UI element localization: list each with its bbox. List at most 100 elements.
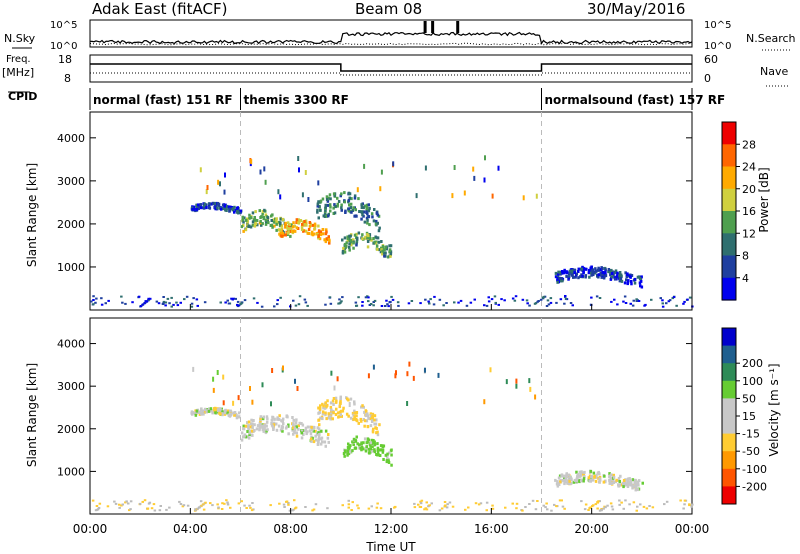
echo-cell-region-3 — [358, 446, 361, 450]
ground-scatter-cell — [224, 301, 227, 304]
ground-scatter-cell — [397, 304, 400, 307]
echo-cell-region-5 — [570, 269, 574, 273]
echo-cell-region-1 — [261, 417, 265, 421]
echo-cell-region-3 — [366, 437, 370, 441]
echo-cell-region-2 — [319, 233, 323, 237]
echo-cell-region-1 — [246, 220, 249, 224]
ground-scatter-cell — [306, 304, 309, 307]
ground-scatter-cell — [429, 298, 432, 301]
ground-scatter-cell — [361, 301, 364, 303]
echo-cell-region-3 — [363, 220, 367, 224]
isolated-echo-cell — [206, 185, 209, 190]
ground-scatter-cell — [668, 299, 672, 302]
echo-cell-region-2 — [339, 413, 342, 417]
ground-scatter-cell — [537, 300, 540, 302]
echo-cell-region-0 — [224, 409, 227, 413]
echo-cell-region-2 — [295, 221, 298, 224]
echo-cell-region-1 — [265, 420, 269, 424]
ground-scatter-cell — [390, 295, 393, 298]
colorbar-tick-label-2: -50 — [742, 445, 760, 458]
echo-cell-region-2 — [318, 411, 321, 414]
echo-cell-region-3 — [369, 444, 372, 448]
ground-scatter-cell — [124, 501, 127, 504]
echo-cell-region-1 — [301, 423, 305, 427]
echo-cell-region-3 — [337, 200, 341, 203]
echo-cell-region-1 — [267, 221, 270, 225]
ground-scatter-cell — [357, 296, 360, 299]
echo-cell-region-1 — [295, 434, 299, 438]
ground-scatter-cell — [219, 301, 222, 304]
echo-cell-region-4 — [348, 237, 351, 240]
ground-scatter-cell — [162, 296, 165, 298]
echo-cell-region-3 — [373, 450, 376, 454]
echo-cell-region-4 — [608, 472, 611, 476]
echo-cell-region-5 — [620, 279, 624, 283]
ground-scatter-cell — [389, 300, 392, 303]
isolated-echo-cell — [259, 169, 262, 175]
echo-cell-region-1 — [285, 425, 289, 429]
x-tick-label-5: 20:00 — [574, 522, 609, 536]
ground-scatter-cell — [114, 502, 118, 505]
echo-cell-region-1 — [292, 418, 295, 422]
echo-cell-region-2 — [329, 414, 333, 418]
echo-cell-region-3 — [327, 196, 330, 200]
ground-scatter-cell — [92, 303, 95, 306]
echo-cell-region-3 — [351, 440, 354, 444]
ground-scatter-cell — [451, 505, 455, 508]
echo-cell-region-0 — [235, 210, 239, 214]
echo-cell-region-4 — [384, 245, 387, 249]
ground-scatter-cell — [477, 503, 481, 506]
ground-scatter-cell — [661, 299, 664, 302]
echo-cell-region-1 — [250, 216, 253, 220]
isolated-echo-cell — [437, 372, 440, 378]
ground-scatter-cell — [428, 504, 431, 507]
echo-cell-region-2 — [338, 405, 341, 409]
ground-scatter-cell — [665, 500, 669, 503]
echo-cell-region-1 — [293, 427, 297, 431]
isolated-echo-cell — [489, 367, 492, 373]
echo-cell-region-3 — [376, 213, 380, 217]
ground-scatter-cell — [278, 502, 281, 505]
echo-cell-region-5 — [602, 276, 606, 280]
ground-scatter-cell — [367, 300, 370, 303]
echo-cell-region-2 — [292, 221, 295, 225]
echo-cell-region-2 — [307, 228, 311, 231]
ground-scatter-cell — [663, 503, 666, 506]
ground-scatter-cell — [120, 504, 123, 507]
echo-cell-region-2 — [293, 224, 297, 228]
echo-cell-region-3 — [346, 446, 350, 449]
echo-cell-region-4 — [372, 237, 375, 240]
ground-scatter-cell — [629, 302, 632, 305]
ground-scatter-cell — [610, 300, 613, 303]
echo-cell-region-4 — [567, 473, 571, 477]
echo-cell-region-0 — [205, 206, 208, 210]
echo-cell-region-4 — [566, 479, 570, 483]
ground-scatter-cell — [176, 304, 180, 307]
echo-cell-region-5 — [600, 275, 603, 279]
echo-cell-region-0 — [237, 411, 241, 415]
echo-cell-region-2 — [339, 401, 342, 405]
echo-cell-region-1 — [314, 429, 317, 433]
echo-cell-region-1 — [314, 434, 317, 438]
echo-cell-region-3 — [343, 200, 346, 204]
echo-cell-region-4 — [561, 474, 565, 478]
echo-cell-region-5 — [627, 279, 630, 283]
echo-cell-region-4 — [623, 481, 627, 485]
echo-cell-region-3 — [333, 211, 337, 215]
ground-scatter-cell — [688, 503, 691, 506]
echo-cell-region-1 — [304, 426, 308, 430]
echo-cell-region-1 — [287, 432, 290, 436]
echo-cell-region-3 — [360, 441, 363, 445]
echo-cell-region-4 — [344, 245, 348, 249]
echo-cell-region-1 — [272, 218, 275, 222]
ground-scatter-cell — [312, 508, 316, 511]
velocity-panel-frame — [89, 317, 693, 515]
ground-scatter-cell — [469, 301, 473, 304]
echo-cell-region-4 — [349, 240, 353, 244]
echo-cell-region-5 — [595, 269, 598, 273]
ground-scatter-cell — [95, 505, 99, 507]
echo-cell-region-2 — [296, 227, 300, 230]
echo-cell-region-3 — [375, 219, 378, 223]
echo-cell-region-3 — [360, 217, 363, 221]
ground-scatter-cell — [446, 503, 449, 506]
